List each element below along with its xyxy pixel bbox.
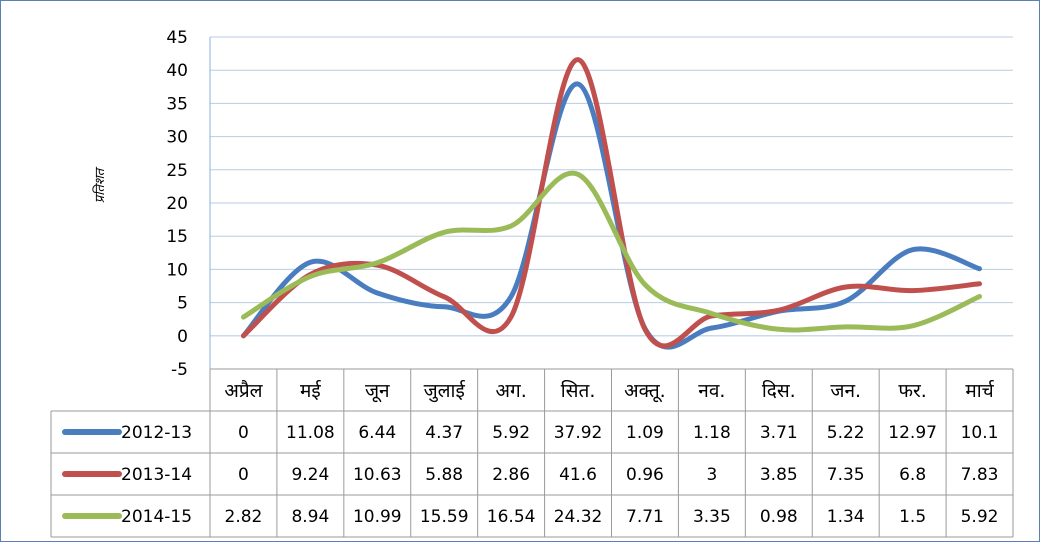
- y-tick-label: 10: [166, 260, 188, 280]
- data-label: 3.85: [760, 465, 798, 485]
- data-label: 0: [238, 465, 249, 485]
- category-label: जून: [365, 380, 390, 403]
- data-label: 2.86: [492, 465, 530, 485]
- category-label: मार्च: [965, 379, 994, 402]
- data-label: 0.96: [626, 465, 664, 485]
- y-tick-label: 20: [166, 194, 188, 214]
- series-line-2013-14: [240, 57, 982, 349]
- y-tick-label: 25: [166, 161, 188, 181]
- data-label: 15.59: [420, 507, 469, 527]
- y-tick-label: 45: [166, 28, 188, 48]
- data-label: 24.32: [554, 507, 603, 527]
- data-label: 6.44: [358, 423, 396, 443]
- data-label: 5.92: [961, 507, 999, 527]
- y-tick-label: 30: [166, 128, 188, 148]
- category-label: सित.: [561, 379, 596, 402]
- data-label: 11.08: [286, 423, 335, 443]
- category-label: दिस.: [762, 379, 796, 402]
- data-label: 37.92: [554, 423, 603, 443]
- category-label: अक्तू.: [624, 380, 666, 403]
- data-label: 4.37: [425, 423, 463, 443]
- category-label: फर.: [898, 380, 926, 402]
- data-label: 10.1: [961, 423, 999, 443]
- y-tick-label: 5: [177, 294, 188, 314]
- y-tick-label: 40: [166, 61, 188, 81]
- data-label: 12.97: [888, 423, 937, 443]
- category-label: जन.: [830, 380, 861, 402]
- data-label: 1.34: [827, 507, 865, 527]
- category-label: अप्रैल: [224, 379, 263, 402]
- series-line-2014-15: [240, 170, 982, 333]
- axes: -5 0 5 10 15 20 25 30 35 40 45: [166, 28, 1013, 380]
- legend-label: 2013-14: [121, 465, 192, 485]
- category-label: मई: [300, 379, 322, 402]
- data-table: अप्रैल मई जून जुलाई अग. सित. अक्तू. नव. दिस. जन. फ…: [50, 368, 1014, 538]
- data-label: 1.5: [899, 507, 926, 527]
- data-label: 0.98: [760, 507, 798, 527]
- series-line-2012-13: [240, 81, 982, 350]
- y-tick-label: 0: [177, 327, 188, 347]
- y-tick-label: 15: [166, 227, 188, 247]
- data-label: 5.22: [827, 423, 865, 443]
- data-label: 0: [238, 423, 249, 443]
- series-lines: [240, 57, 982, 350]
- legend-label: 2014-15: [121, 507, 192, 527]
- category-label: जुलाई: [424, 379, 466, 403]
- data-label: 41.6: [559, 465, 597, 485]
- y-axis-label: प्रतिशत: [92, 166, 108, 203]
- data-label: 9.24: [291, 465, 329, 485]
- data-label: 7.83: [961, 465, 999, 485]
- category-label: अग.: [495, 380, 526, 402]
- y-tick-label: 35: [166, 94, 188, 114]
- data-label: 8.94: [291, 507, 329, 527]
- data-label: 3: [706, 465, 717, 485]
- y-tick-label: -5: [171, 360, 188, 380]
- data-label: 10.63: [353, 465, 402, 485]
- data-label: 2.82: [225, 507, 263, 527]
- data-label: 1.18: [693, 423, 731, 443]
- category-label: नव.: [698, 380, 725, 402]
- data-label: 3.71: [760, 423, 798, 443]
- data-label: 5.88: [425, 465, 463, 485]
- legend-label: 2012-13: [121, 423, 192, 443]
- data-label: 7.35: [827, 465, 865, 485]
- data-label: 10.99: [353, 507, 402, 527]
- data-label: 5.92: [492, 423, 530, 443]
- data-label: 1.09: [626, 423, 664, 443]
- data-label: 16.54: [487, 507, 536, 527]
- data-label: 7.71: [626, 507, 664, 527]
- data-label: 3.35: [693, 507, 731, 527]
- data-label: 6.8: [899, 465, 926, 485]
